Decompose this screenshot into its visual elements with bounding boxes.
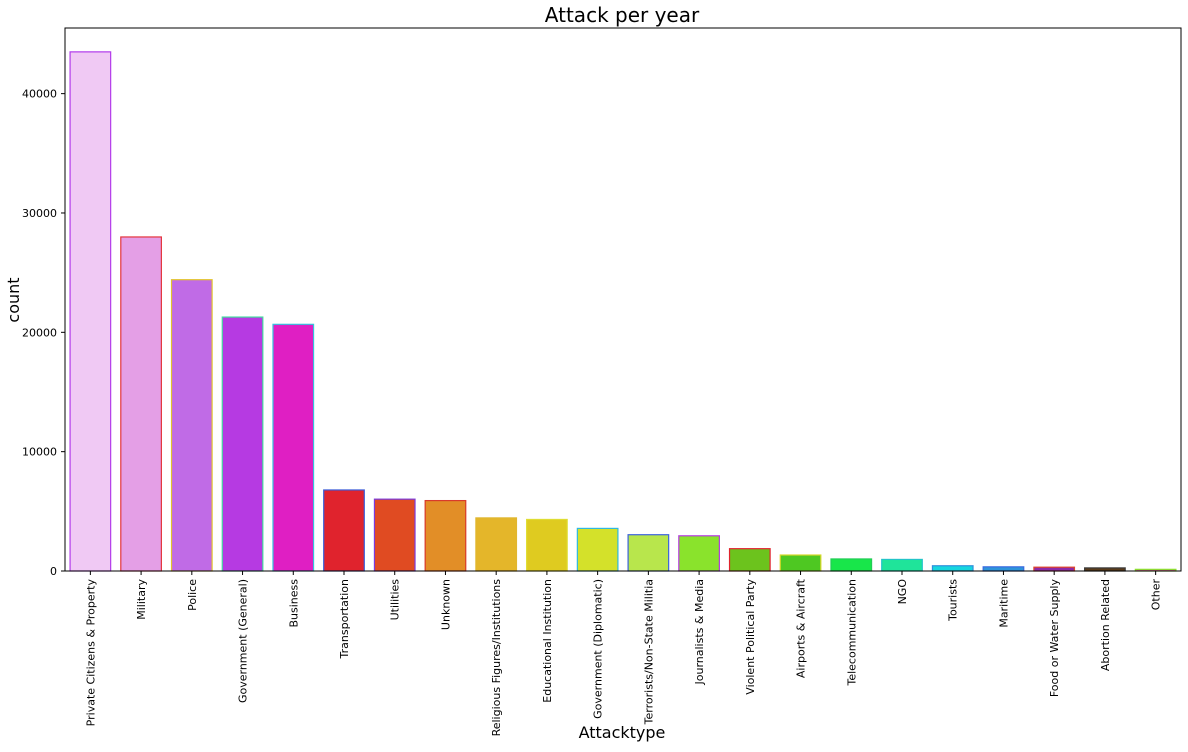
x-tick-label: Journalists & Media xyxy=(693,579,706,685)
plot-frame xyxy=(64,27,1182,572)
x-tick-label: Business xyxy=(287,579,300,628)
x-tick-label: Food or Water Supply xyxy=(1048,579,1061,698)
x-tick-label: Educational Institution xyxy=(541,579,554,703)
y-tick-label: 20000 xyxy=(22,326,57,339)
bar xyxy=(728,548,771,572)
y-tick-label: 10000 xyxy=(22,446,57,459)
y-tick-label: 40000 xyxy=(22,88,57,101)
bar xyxy=(170,279,213,572)
x-tick-label: Government (Diplomatic) xyxy=(592,579,605,719)
x-tick-label: Maritime xyxy=(997,579,1010,628)
y-tick-label: 0 xyxy=(50,565,57,578)
bar xyxy=(424,499,467,572)
x-axis-label: Attacktype xyxy=(579,723,666,742)
bar xyxy=(830,558,873,572)
x-tick-label: Tourists xyxy=(947,579,960,622)
x-tick-label: Other xyxy=(1150,579,1163,611)
bar xyxy=(1033,566,1076,572)
x-tick-label: Police xyxy=(186,579,199,611)
x-tick-label: NGO xyxy=(896,579,909,605)
y-tick-label: 30000 xyxy=(22,207,57,220)
bar xyxy=(779,554,822,572)
bar xyxy=(221,316,264,572)
bar xyxy=(69,51,112,572)
x-tick-label: Private Citizens & Property xyxy=(84,579,97,727)
bar xyxy=(576,527,619,572)
bar xyxy=(982,566,1025,572)
x-axis: Private Citizens & Property Military Polic… xyxy=(84,571,1163,737)
x-tick-label: Unknown xyxy=(439,579,452,630)
bar xyxy=(526,518,568,572)
x-tick-label: Abortion Related xyxy=(1099,579,1112,671)
bar xyxy=(931,565,974,572)
x-tick-label: Airports & Aircraft xyxy=(795,578,808,678)
x-tick-label: Government (General) xyxy=(237,579,250,703)
x-tick-label: Terrorists/Non-State Militia xyxy=(642,579,655,725)
y-axis: 0 10000 20000 30000 40000 xyxy=(22,88,65,578)
chart-title: Attack per year xyxy=(545,3,700,27)
bar xyxy=(120,236,162,572)
y-axis-label: count xyxy=(4,277,23,322)
bars-group xyxy=(69,51,1177,572)
x-tick-label: Religious Figures/Institutions xyxy=(490,579,503,737)
bar xyxy=(881,558,923,572)
x-tick-label: Violent Political Party xyxy=(744,579,757,695)
bar xyxy=(678,535,720,572)
x-tick-label: Transportation xyxy=(338,579,351,659)
bar xyxy=(323,489,365,572)
x-tick-label: Utilities xyxy=(389,579,402,621)
bar xyxy=(627,534,670,572)
bar xyxy=(475,517,518,572)
x-tick-label: Military xyxy=(135,579,148,620)
x-tick-label: Telecommunication xyxy=(845,579,858,687)
bar xyxy=(272,323,315,572)
bar xyxy=(373,498,416,572)
